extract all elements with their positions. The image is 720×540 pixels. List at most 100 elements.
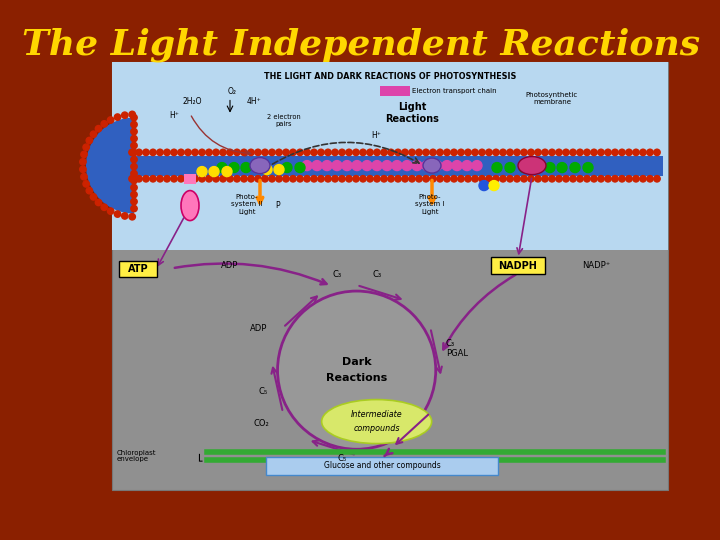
Circle shape [240, 176, 247, 182]
Circle shape [150, 149, 156, 156]
Circle shape [199, 176, 205, 182]
Circle shape [388, 176, 395, 182]
Circle shape [101, 121, 107, 127]
Circle shape [549, 149, 555, 156]
Circle shape [362, 160, 372, 171]
Circle shape [633, 149, 639, 156]
Circle shape [122, 213, 128, 219]
Circle shape [352, 160, 362, 171]
Circle shape [81, 151, 87, 158]
Circle shape [283, 149, 289, 156]
Circle shape [374, 149, 380, 156]
Circle shape [532, 163, 542, 173]
Circle shape [479, 149, 485, 156]
Circle shape [346, 176, 352, 182]
Circle shape [129, 149, 135, 156]
Circle shape [654, 176, 660, 182]
Circle shape [269, 149, 275, 156]
Circle shape [492, 149, 499, 156]
Circle shape [381, 176, 387, 182]
Bar [380, 86, 410, 96]
Circle shape [136, 176, 142, 182]
Circle shape [633, 176, 639, 182]
Circle shape [442, 160, 452, 171]
Circle shape [90, 194, 96, 200]
Circle shape [577, 176, 583, 182]
Circle shape [458, 149, 464, 156]
Circle shape [521, 149, 527, 156]
Circle shape [409, 149, 415, 156]
Text: H⁺: H⁺ [371, 131, 381, 139]
Circle shape [640, 176, 647, 182]
Circle shape [81, 173, 87, 180]
Circle shape [423, 176, 429, 182]
Circle shape [192, 176, 198, 182]
Circle shape [150, 176, 156, 182]
Text: Light: Light [421, 208, 438, 214]
Circle shape [416, 176, 422, 182]
Circle shape [131, 171, 138, 177]
Circle shape [131, 136, 138, 142]
Circle shape [255, 176, 261, 182]
Circle shape [325, 149, 331, 156]
Text: PGAL: PGAL [446, 349, 468, 359]
Circle shape [412, 160, 422, 171]
Circle shape [598, 149, 604, 156]
Text: Chloroplast
envelope: Chloroplast envelope [117, 449, 156, 462]
Circle shape [136, 149, 142, 156]
Circle shape [262, 176, 268, 182]
Circle shape [322, 160, 332, 171]
Circle shape [479, 176, 485, 182]
Circle shape [255, 149, 261, 156]
Circle shape [86, 187, 93, 194]
Circle shape [492, 163, 502, 173]
Circle shape [129, 213, 135, 220]
Circle shape [451, 176, 457, 182]
Circle shape [129, 111, 135, 118]
Circle shape [570, 163, 580, 173]
Circle shape [360, 149, 366, 156]
Circle shape [269, 176, 275, 182]
Circle shape [95, 199, 102, 206]
Circle shape [312, 160, 322, 171]
Circle shape [262, 149, 268, 156]
Circle shape [423, 149, 429, 156]
Circle shape [206, 149, 212, 156]
Circle shape [229, 163, 239, 173]
Circle shape [598, 176, 604, 182]
Text: 4H⁺: 4H⁺ [247, 97, 261, 106]
Circle shape [295, 163, 305, 173]
Circle shape [90, 131, 96, 138]
Circle shape [514, 149, 521, 156]
Ellipse shape [250, 158, 270, 173]
Circle shape [248, 176, 254, 182]
Circle shape [131, 157, 138, 163]
Circle shape [591, 176, 597, 182]
Circle shape [289, 149, 296, 156]
Circle shape [143, 149, 149, 156]
Circle shape [107, 208, 114, 214]
Circle shape [276, 149, 282, 156]
Circle shape [465, 149, 471, 156]
Circle shape [605, 176, 611, 182]
Circle shape [164, 149, 170, 156]
Circle shape [486, 176, 492, 182]
Circle shape [366, 149, 373, 156]
Circle shape [311, 176, 318, 182]
Text: The Light Independent Reactions: The Light Independent Reactions [22, 28, 700, 62]
Circle shape [164, 176, 170, 182]
Circle shape [131, 184, 138, 191]
Circle shape [360, 176, 366, 182]
Circle shape [388, 149, 395, 156]
Text: Intermediate: Intermediate [351, 410, 402, 419]
Circle shape [178, 176, 184, 182]
Text: Photo-
system II: Photo- system II [231, 193, 263, 207]
Circle shape [563, 176, 570, 182]
Circle shape [489, 180, 499, 191]
Circle shape [206, 176, 212, 182]
Circle shape [297, 176, 303, 182]
Circle shape [570, 149, 576, 156]
Circle shape [274, 165, 284, 174]
Ellipse shape [423, 158, 441, 173]
Circle shape [437, 149, 444, 156]
